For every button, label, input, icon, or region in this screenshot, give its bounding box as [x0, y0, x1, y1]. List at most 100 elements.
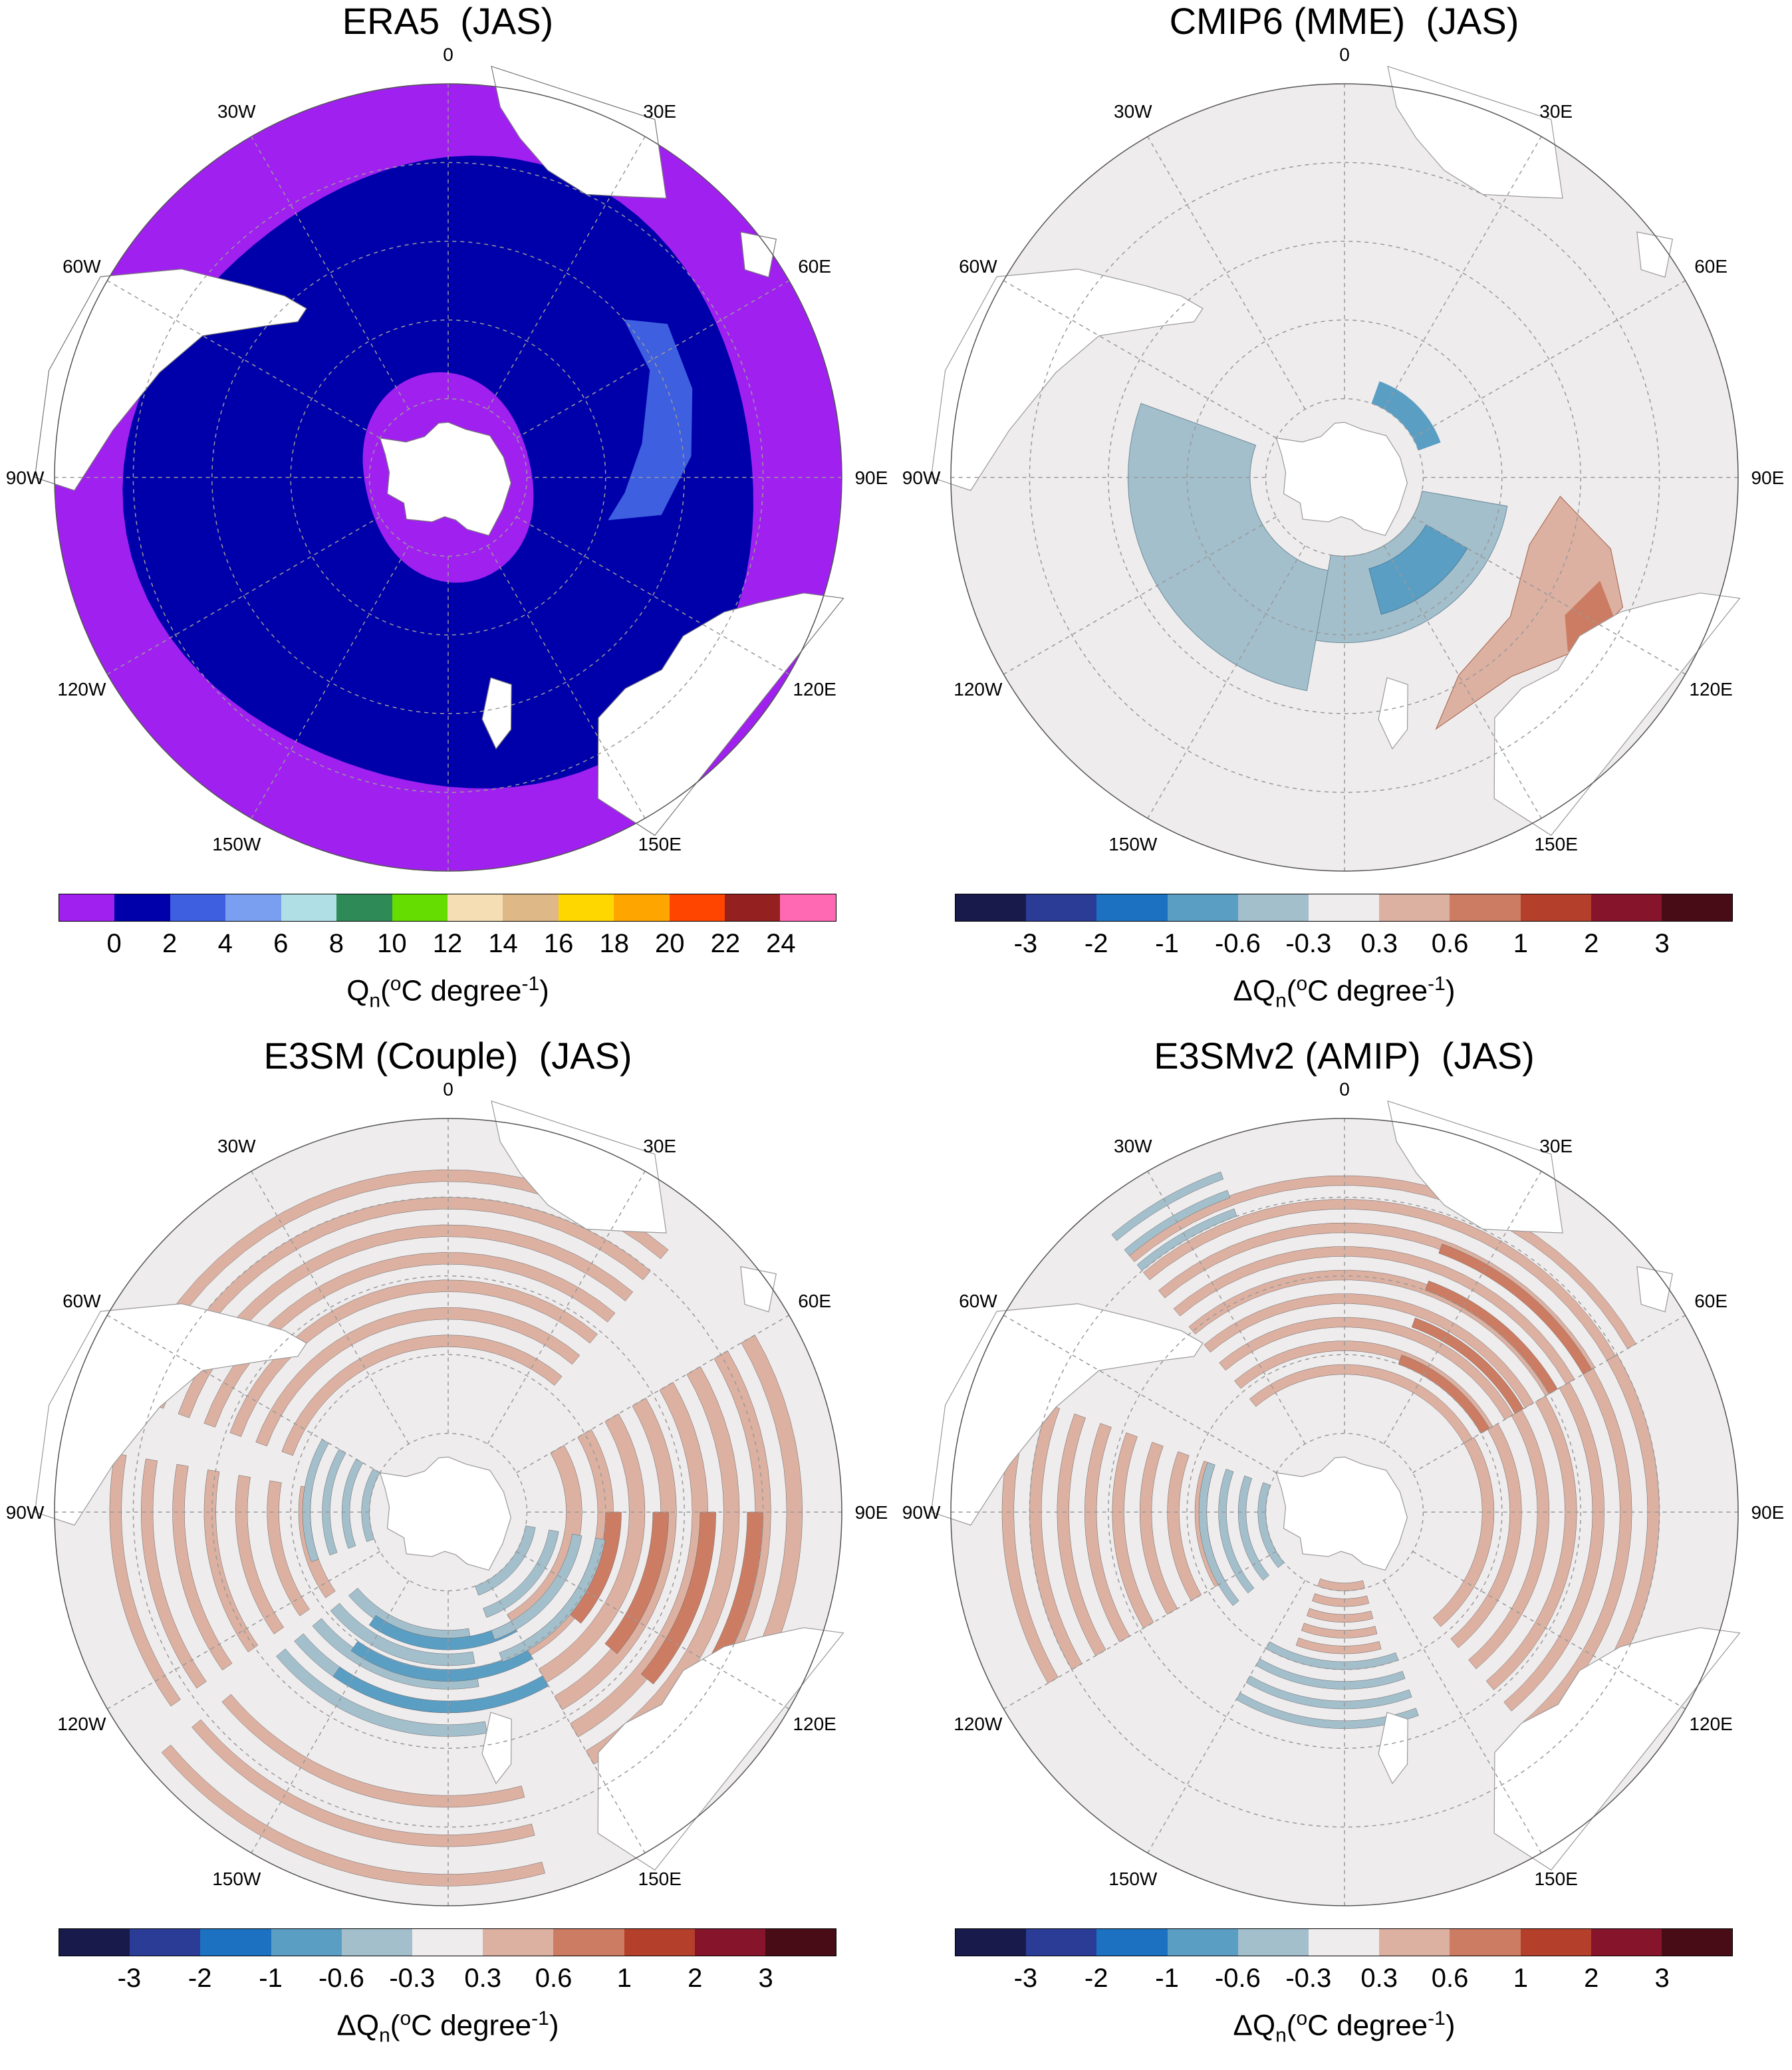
- colorbar-tick-label: -3: [1013, 1964, 1038, 1993]
- colorbar-tick-label: 3: [1654, 1964, 1670, 1993]
- label-degree: o: [1296, 973, 1308, 995]
- graticule: [55, 84, 842, 871]
- longitude-label: 60E: [798, 1291, 831, 1311]
- label-exponent: -1: [521, 973, 540, 995]
- longitude-label: 120W: [57, 1714, 106, 1734]
- anomaly-contour: [267, 1480, 310, 1617]
- anomaly-contour: [172, 1464, 233, 1671]
- antarctica-land: [379, 1456, 512, 1571]
- longitude-label: 0: [443, 45, 453, 65]
- longitude-label: 0: [443, 1079, 453, 1100]
- madagascar-land: [1636, 231, 1674, 278]
- colorbar-swatch: [1520, 1929, 1591, 1956]
- anomaly-contour: [322, 1448, 346, 1556]
- longitude-label: 30E: [643, 1136, 676, 1156]
- anomaly-contour: [1057, 1413, 1106, 1656]
- longitude-label: 120E: [1689, 1714, 1732, 1734]
- south-america-land: [930, 268, 1204, 491]
- colorbar-swatch: [1167, 894, 1238, 921]
- map-border: [54, 1118, 842, 1906]
- colorbar-swatch: [59, 894, 115, 921]
- colorbar-swatch: [336, 894, 392, 921]
- new-zealand-land: [481, 677, 512, 750]
- anomaly-contour: [1124, 1190, 1231, 1256]
- anomaly-contour: [109, 1453, 181, 1707]
- colorbar-tick-label: -3: [1013, 929, 1038, 958]
- anomaly-contour: [1167, 1451, 1202, 1601]
- anomaly-contour: [281, 1335, 563, 1456]
- label-degree: o: [400, 2007, 412, 2029]
- anomaly-contour: [1237, 1475, 1269, 1581]
- colorbar-label: Qn(oC degree-1): [0, 966, 896, 1019]
- anomaly-contour: [1245, 1675, 1412, 1710]
- anomaly-contour: [1317, 1578, 1365, 1591]
- latitude-circle: [1029, 1196, 1660, 1828]
- latitude-circle: [1186, 319, 1503, 636]
- colorbar-swatch: [483, 1929, 554, 1956]
- longitude-label: 150W: [1108, 1869, 1158, 1889]
- colorbar-tick-label: 0.3: [464, 1964, 501, 1993]
- anomaly-contour: [507, 1445, 582, 1628]
- label-quantity: ΔQ: [336, 2009, 380, 2042]
- map-panel-era5: ERA5 (JAS) 0 30E 60E 90E 120E 150E 18 0 150W 120W 9…: [0, 0, 896, 1035]
- latitude-circle: [132, 1196, 764, 1828]
- anomaly-contour: [203, 1252, 616, 1428]
- latitude-circle: [211, 241, 685, 714]
- longitude-label: 0: [1339, 45, 1350, 65]
- colorbar-swatch: [1308, 1929, 1380, 1956]
- label-subscript: n: [369, 989, 381, 1012]
- colorbar: [59, 894, 836, 922]
- colorbar-tick-label: 2: [1584, 1964, 1599, 1993]
- colorbar-swatch: [170, 894, 226, 921]
- label-subscript: n: [1275, 989, 1287, 1012]
- africa-land: [1387, 1100, 1563, 1233]
- anomaly-contour: [229, 1279, 598, 1437]
- south-america-land: [930, 1303, 1204, 1526]
- colorbar-tick-label: 2: [1584, 929, 1599, 958]
- anomaly-contour: [1503, 1382, 1604, 1712]
- colorbar-tick-label: 14: [488, 929, 518, 958]
- colorbar-tick-label: 0.3: [1360, 929, 1398, 958]
- longitude-label: 120E: [793, 1714, 836, 1734]
- longitude-label: 150E: [638, 1869, 681, 1889]
- colorbar-tick-label: -0.6: [318, 1964, 364, 1993]
- longitude-label: 90E: [854, 467, 888, 488]
- anomaly-contour: [221, 1694, 525, 1808]
- colorbar-swatch: [59, 1929, 130, 1956]
- longitude-label: 30W: [217, 101, 256, 122]
- polar-map: 030E60E90E120E150E180150W120W90W60W30W: [902, 1079, 1784, 1906]
- longitude-label: 150E: [1534, 1869, 1577, 1889]
- anomaly-contour: [1306, 1608, 1374, 1623]
- longitude-label: 30W: [217, 1136, 256, 1156]
- australia-land: [597, 1627, 844, 1871]
- colorbar-tick-label: 0.6: [1431, 929, 1469, 958]
- madagascar-land: [740, 1266, 777, 1313]
- anomaly-contour: [178, 1224, 634, 1418]
- longitude-label: 60W: [959, 256, 997, 277]
- map-panel-cmip6: CMIP6 (MME) (JAS)030E60E90E120E150E18015…: [896, 0, 1792, 1035]
- colorbar-swatch: [341, 1929, 412, 1956]
- colorbar-swatch: [1308, 894, 1380, 921]
- colorbar-swatch: [225, 894, 281, 921]
- colorbar-swatch: [130, 1929, 201, 1956]
- anomaly-contour: [332, 1666, 549, 1714]
- colorbar-swatch: [1661, 894, 1733, 921]
- polar-map: 030E60E90E120E150E180150W120W90W60W30W: [6, 1079, 888, 1906]
- colorbar-tick-label: 0.3: [1360, 1964, 1398, 1993]
- colorbar-label: ΔQn(oC degree-1): [0, 2000, 896, 2054]
- anomaly-positive-region: [1435, 495, 1624, 730]
- longitude-label: 150W: [212, 834, 261, 854]
- colorbar-tick-label: -2: [1084, 1964, 1108, 1993]
- colorbar-swatch: [956, 1929, 1027, 1956]
- longitude-label: 30E: [643, 101, 676, 122]
- anomaly-contour: [126, 1169, 669, 1400]
- anomaly-contour: [368, 1615, 517, 1650]
- colorbar-swatch: [1237, 894, 1309, 921]
- latitude-circle: [290, 1354, 606, 1670]
- colorbar-tick-label: 0.6: [535, 1964, 573, 1993]
- anomaly-contour: [1450, 1423, 1522, 1648]
- colorbar-tick-label: -2: [1084, 929, 1108, 958]
- colorbar-tick-label: 12: [432, 929, 463, 958]
- colorbar-tick-label: -0.3: [389, 1964, 436, 1993]
- colorbar-swatch: [200, 1929, 271, 1956]
